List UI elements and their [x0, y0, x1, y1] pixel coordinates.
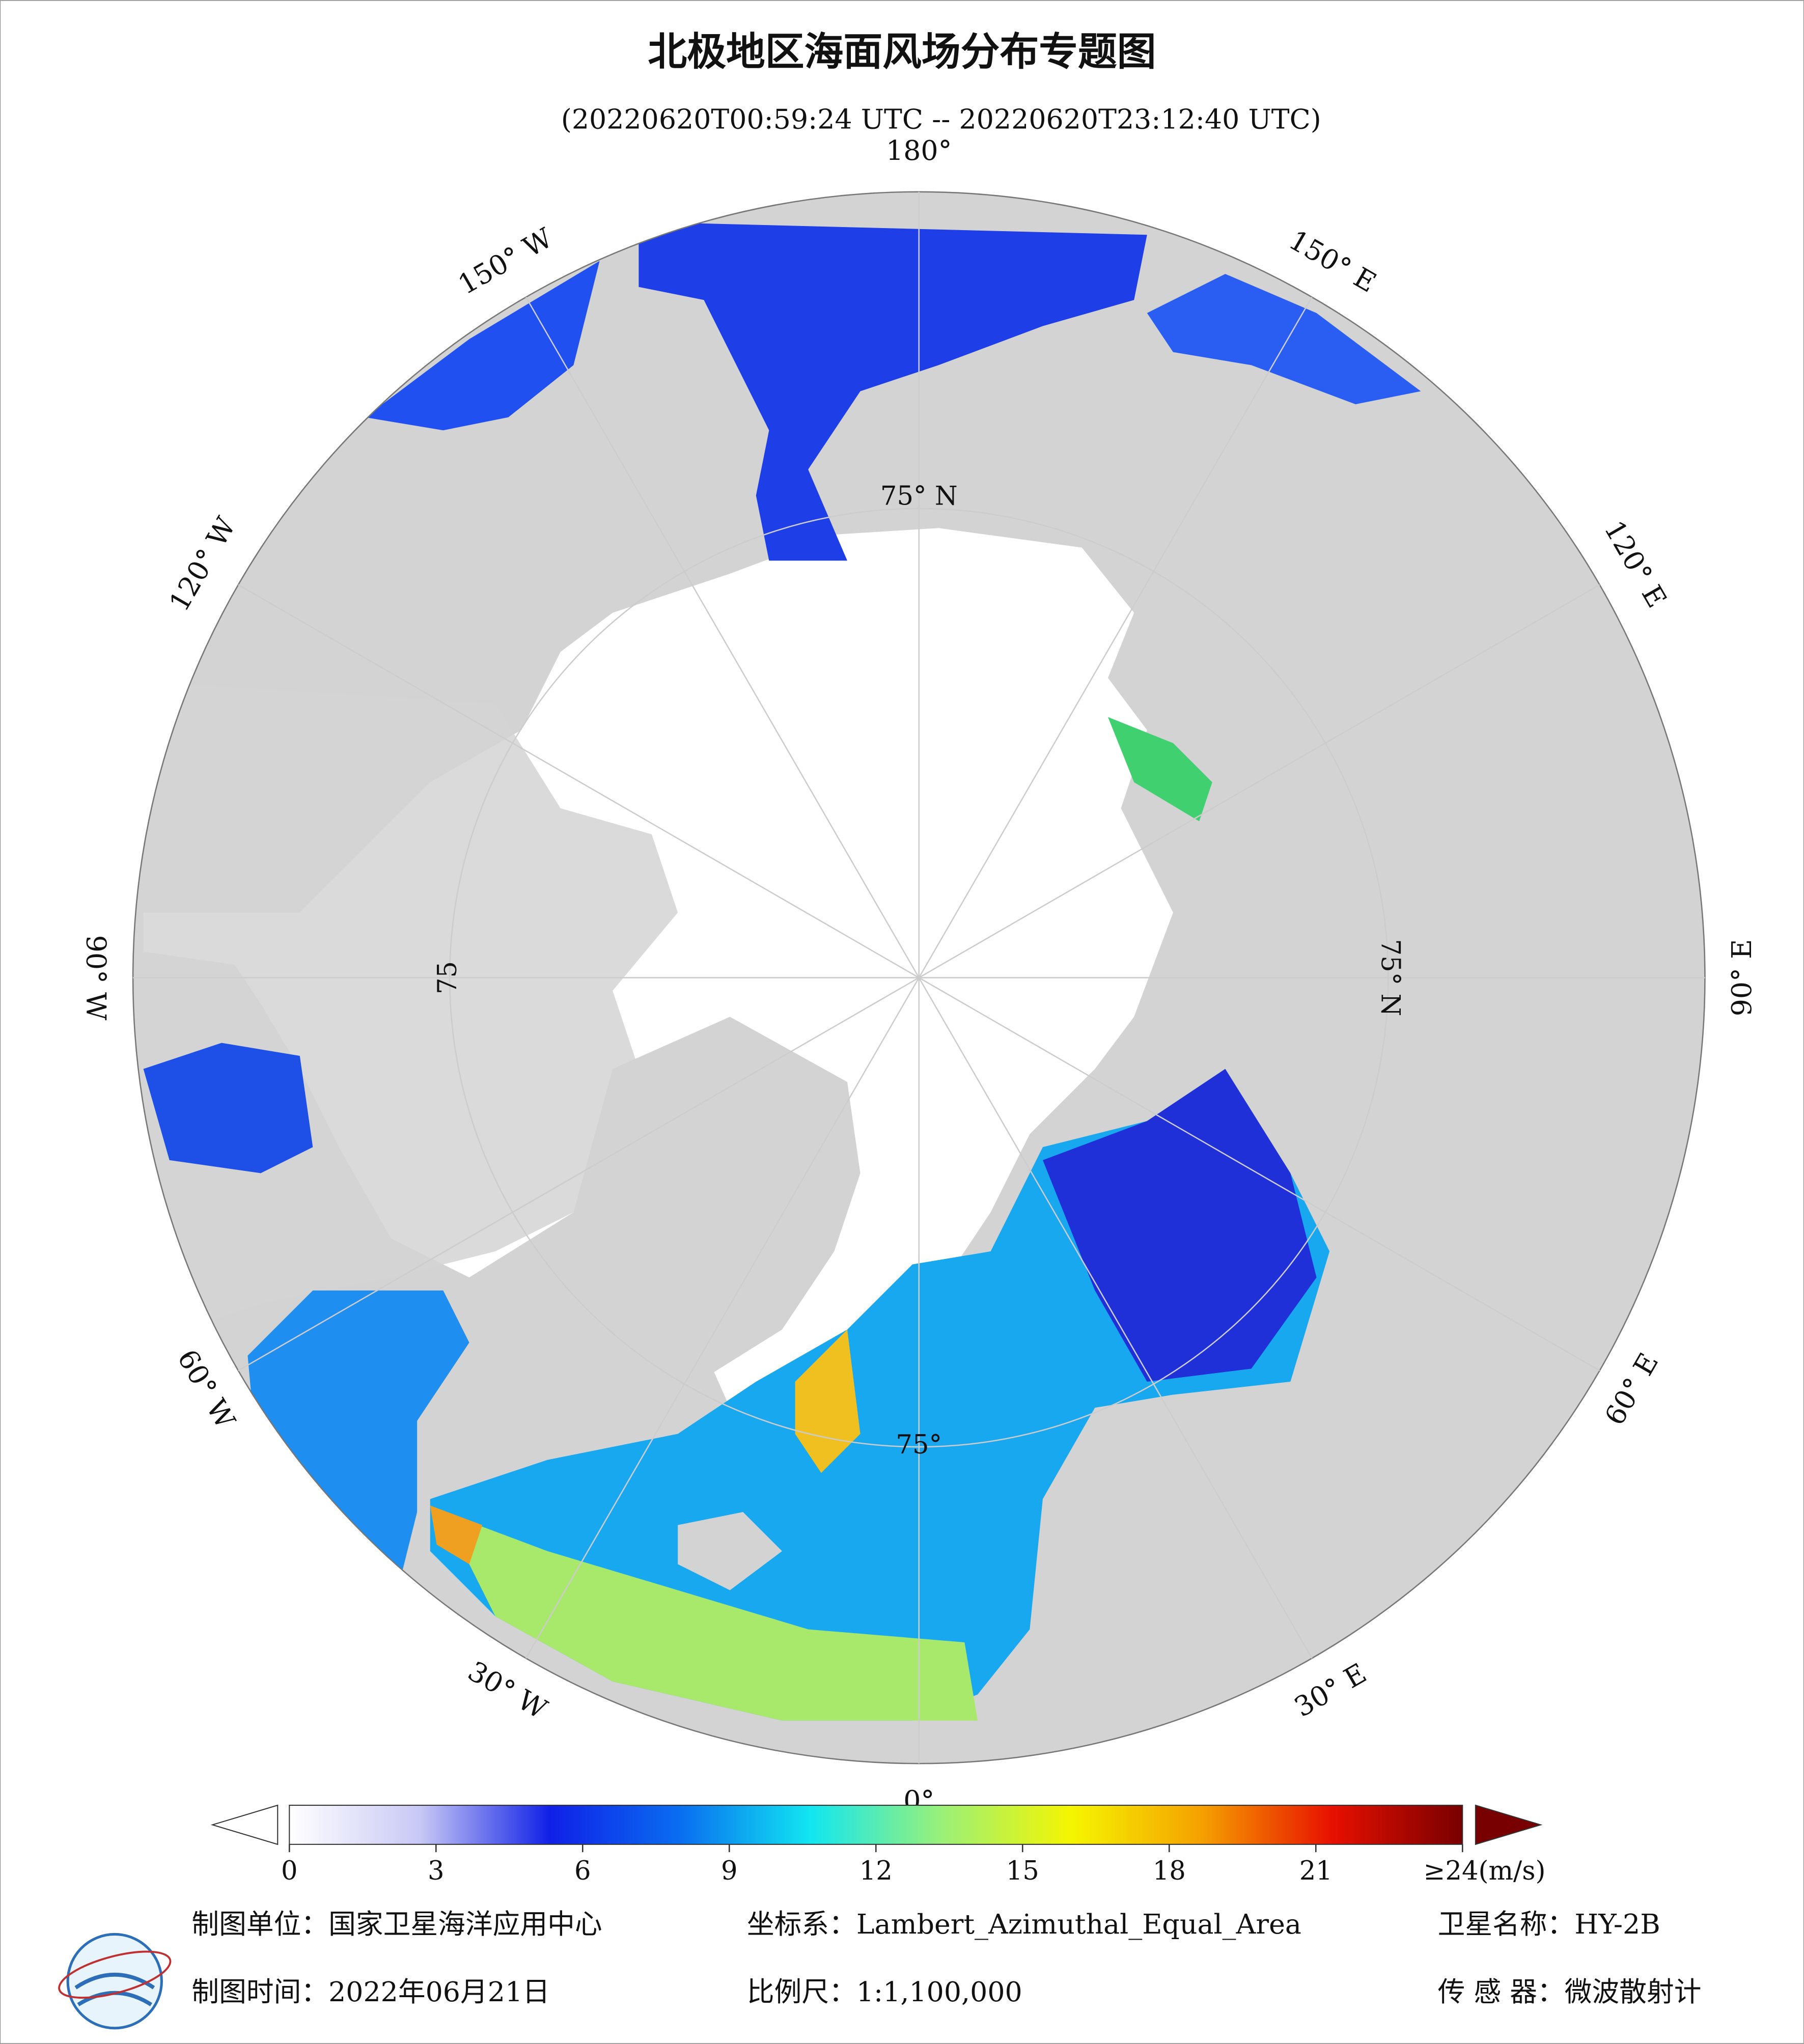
logo: [58, 1933, 172, 2030]
wind-field-alaska: [365, 261, 600, 431]
wind-field-barents: [1042, 1069, 1317, 1382]
colorbar-tick-label: 9: [721, 1856, 738, 1886]
colorbar-tick-label: 12: [859, 1856, 893, 1886]
colorbar-tick-label: 3: [428, 1856, 445, 1886]
colorbar-max-extend: [1475, 1804, 1543, 1845]
meridian-line: [919, 584, 1600, 978]
meridian-line: [918, 977, 1313, 1659]
wind-field-greenland-sea: [795, 1329, 861, 1473]
meridian-label: 90° E: [1726, 939, 1758, 1017]
colorbar-min-extend: [210, 1804, 279, 1845]
parallel-label: 75° N: [1375, 939, 1405, 1017]
footer-scale: 比例尺：1:1,100,000: [747, 1976, 1022, 2008]
iceland: [678, 1512, 782, 1590]
colorbar-tick-label: 6: [574, 1856, 591, 1886]
footer-sensor: 传 感 器：微波散射计: [1438, 1976, 1702, 2008]
meridian-line: [238, 584, 920, 978]
meridian-label: 180°: [886, 134, 952, 166]
meridian-label: 90° W: [80, 935, 112, 1021]
colorbar-tick-label: 18: [1153, 1856, 1186, 1886]
scandinavia: [1030, 1394, 1278, 1747]
wind-field-peak: [430, 1505, 483, 1564]
meridian-line: [525, 977, 920, 1659]
wind-field-hudson: [143, 1043, 313, 1173]
colorbar-tick-label: 15: [1006, 1856, 1039, 1886]
meridian-line: [238, 977, 920, 1371]
map-content: [133, 221, 1421, 1747]
wind-field-laptev: [1107, 717, 1212, 822]
wind-field-strong: [443, 1512, 978, 1721]
wind-field-okhotsk: [1147, 274, 1421, 405]
colorbar-tick-label: ≥24(m/s): [1423, 1856, 1545, 1886]
title: 北极地区海面风场分布专题图: [648, 29, 1156, 75]
footer-date: 制图时间：2022年06月21日: [191, 1976, 550, 2008]
meridian-line: [918, 296, 1313, 978]
colorbar-bar: [289, 1805, 1463, 1845]
parallel-label: 75°: [896, 1430, 942, 1460]
wind-field-bering: [639, 221, 1147, 561]
meridian-line: [919, 977, 1600, 1371]
colorbar-tick-label: 21: [1299, 1856, 1333, 1886]
footer-projection: 坐标系：Lambert_Azimuthal_Equal_Area: [747, 1908, 1301, 1940]
footer: 制图单位：国家卫星海洋应用中心 坐标系：Lambert_Azimuthal_Eq…: [191, 1908, 1701, 2008]
greenland: [417, 1017, 861, 1460]
colorbar: 0 3 6 9 12 15 18 21 ≥24(m/s): [210, 1804, 1546, 1886]
subtitle: (20220620T00:59:24 UTC -- 20220620T23:12…: [561, 103, 1321, 135]
meridian-line: [525, 296, 920, 978]
canadian-archipelago: [133, 678, 678, 1369]
footer-unit: 制图单位：国家卫星海洋应用中心: [191, 1908, 602, 1940]
footer-satellite: 卫星名称：HY-2B: [1438, 1908, 1660, 1940]
parallel-label: 75° N: [880, 481, 958, 511]
colorbar-tick-label: 0: [281, 1856, 298, 1886]
parallel-label: 75: [432, 961, 463, 994]
